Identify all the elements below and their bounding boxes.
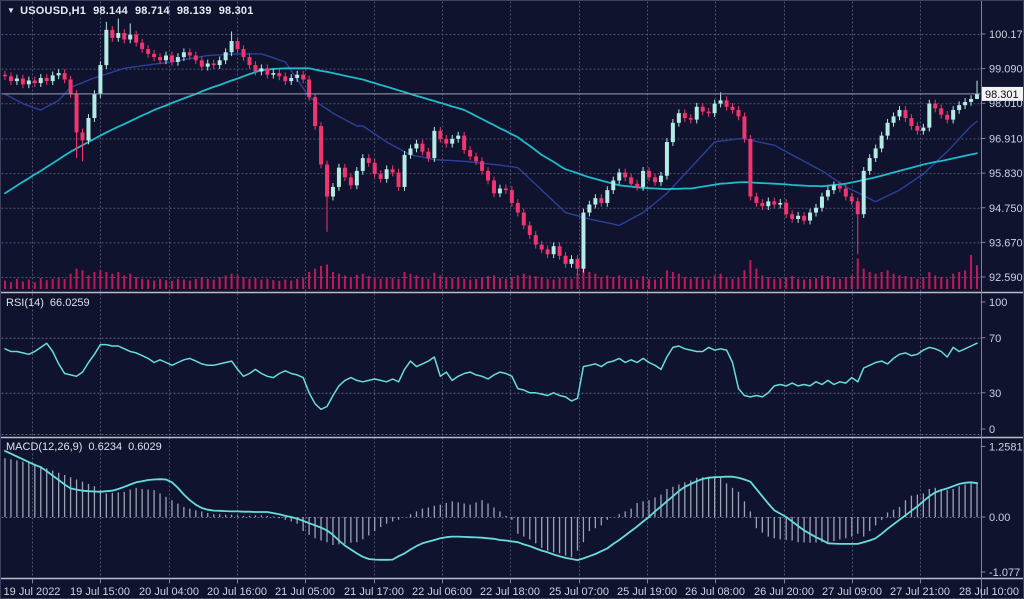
svg-text:25 Jul 07:00: 25 Jul 07:00 bbox=[549, 586, 609, 598]
main-chart-plot-area[interactable] bbox=[2, 2, 980, 292]
svg-text:20 Jul 16:00: 20 Jul 16:00 bbox=[207, 586, 267, 598]
main-chart-panel bbox=[2, 2, 980, 292]
quote-open: 98.144 bbox=[93, 5, 128, 17]
rsi-panel bbox=[2, 294, 980, 436]
panel-separators bbox=[1, 291, 1023, 580]
svg-text:98.301: 98.301 bbox=[985, 89, 1019, 101]
macd-indicator-label: MACD(12,26,9) 0.6234 0.6029 bbox=[6, 441, 168, 453]
svg-text:92.590: 92.590 bbox=[989, 272, 1023, 284]
ma-cyan-line bbox=[4, 67, 978, 195]
svg-text:22 Jul 06:00: 22 Jul 06:00 bbox=[412, 586, 472, 598]
svg-text:19 Jul 2022: 19 Jul 2022 bbox=[4, 586, 61, 598]
rsi-indicator-label: RSI(14) 66.0259 bbox=[6, 297, 96, 309]
svg-text:30: 30 bbox=[989, 388, 1001, 400]
svg-text:21 Jul 17:00: 21 Jul 17:00 bbox=[344, 586, 404, 598]
quote-close: 98.301 bbox=[218, 5, 254, 17]
svg-text:26 Jul 20:00: 26 Jul 20:00 bbox=[754, 586, 814, 598]
svg-text:70: 70 bbox=[989, 333, 1001, 345]
svg-text:93.670: 93.670 bbox=[989, 237, 1023, 249]
price-axis[interactable]: 100.170 99.090 98.010 96.910 95.830 94.750 93.… bbox=[980, 29, 1024, 579]
svg-text:100.170: 100.170 bbox=[989, 29, 1024, 41]
chart-header: ▼ USOUSD,H1 98.144 98.714 98.139 98.301 bbox=[7, 5, 254, 17]
svg-text:22 Jul 18:00: 22 Jul 18:00 bbox=[480, 586, 540, 598]
svg-text:94.750: 94.750 bbox=[989, 203, 1023, 215]
svg-text:98.010: 98.010 bbox=[989, 98, 1023, 110]
current-price-tag: 98.301 bbox=[982, 86, 1023, 101]
svg-text:26 Jul 08:00: 26 Jul 08:00 bbox=[685, 586, 745, 598]
svg-text:28 Jul 10:00: 28 Jul 10:00 bbox=[959, 586, 1019, 598]
rsi-value: 66.0259 bbox=[49, 297, 90, 309]
svg-text:0.00: 0.00 bbox=[989, 512, 1010, 524]
macd-signal-value: 0.6029 bbox=[128, 441, 162, 453]
svg-text:21 Jul 05:00: 21 Jul 05:00 bbox=[275, 586, 335, 598]
macd-panel bbox=[4, 450, 978, 561]
macd-value: 0.6234 bbox=[88, 441, 123, 453]
svg-text:25 Jul 19:00: 25 Jul 19:00 bbox=[617, 586, 677, 598]
ma-navy-line bbox=[4, 53, 978, 227]
quote-low: 98.139 bbox=[176, 5, 212, 17]
svg-text:20 Jul 04:00: 20 Jul 04:00 bbox=[139, 586, 199, 598]
time-axis[interactable]: 19 Jul 2022 19 Jul 15:00 20 Jul 04:00 20 Ju… bbox=[4, 578, 1019, 598]
symbol-title: USOUSD,H1 bbox=[20, 5, 87, 17]
svg-text:27 Jul 21:00: 27 Jul 21:00 bbox=[890, 586, 950, 598]
symbol-dropdown-icon[interactable]: ▼ bbox=[7, 6, 16, 15]
volume-layer bbox=[3, 255, 979, 289]
svg-text:27 Jul 09:00: 27 Jul 09:00 bbox=[822, 586, 882, 598]
candles-layer bbox=[2, 18, 980, 275]
quote-high: 98.714 bbox=[134, 5, 170, 17]
svg-text:1.2581: 1.2581 bbox=[989, 442, 1023, 454]
svg-text:100: 100 bbox=[989, 297, 1007, 309]
rsi-name: RSI(14) bbox=[6, 297, 44, 309]
svg-text:19 Jul 15:00: 19 Jul 15:00 bbox=[70, 586, 130, 598]
macd-name: MACD(12,26,9) bbox=[6, 441, 83, 453]
svg-text:95.830: 95.830 bbox=[989, 168, 1023, 180]
rsi-plot-area[interactable] bbox=[2, 294, 980, 436]
svg-text:96.910: 96.910 bbox=[989, 134, 1023, 146]
svg-text:-1.077: -1.077 bbox=[989, 567, 1020, 579]
svg-text:0: 0 bbox=[989, 424, 995, 436]
svg-text:99.090: 99.090 bbox=[989, 64, 1023, 76]
grid-layer bbox=[1, 1, 981, 579]
